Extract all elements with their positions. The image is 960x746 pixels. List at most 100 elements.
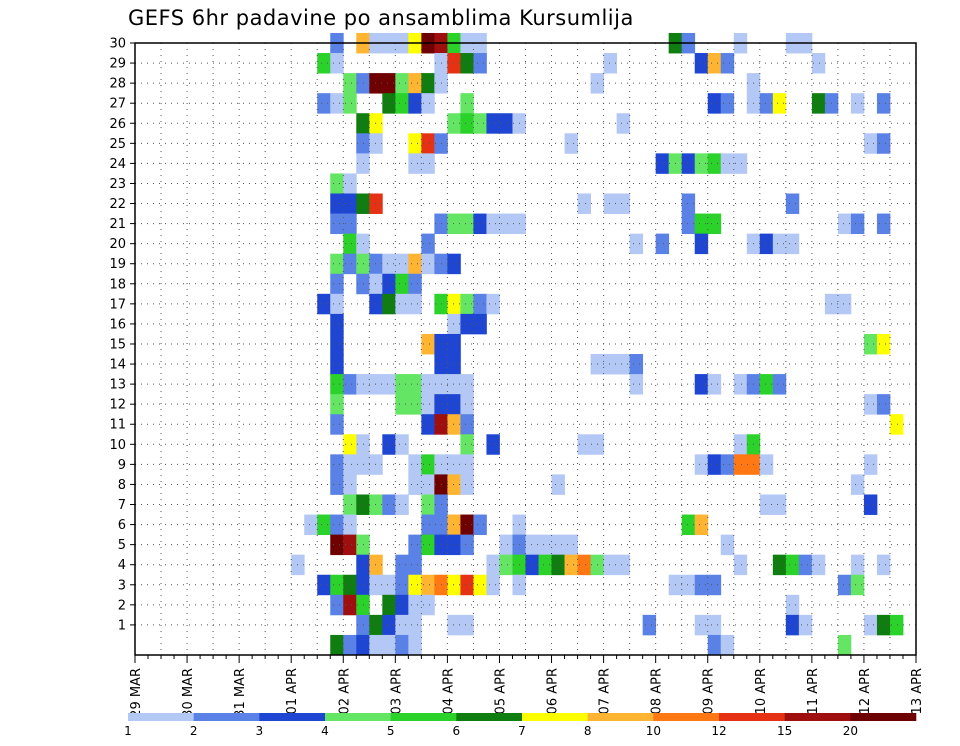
heatmap-cell bbox=[447, 394, 461, 415]
y-tick-label: 24 bbox=[109, 157, 126, 172]
heatmap-cell bbox=[317, 93, 331, 114]
heatmap-cell bbox=[681, 193, 696, 214]
heatmap-cell bbox=[499, 534, 513, 556]
heatmap-cell bbox=[525, 534, 539, 556]
heatmap-cell bbox=[330, 634, 344, 656]
heatmap-cell bbox=[564, 133, 578, 154]
heatmap-cell bbox=[837, 574, 852, 596]
heatmap-cell bbox=[395, 634, 409, 656]
heatmap-cell bbox=[369, 614, 383, 636]
heatmap-cell bbox=[408, 614, 422, 636]
heatmap-cell bbox=[330, 193, 344, 214]
heatmap-cell bbox=[863, 494, 878, 515]
heatmap-cell bbox=[785, 594, 800, 616]
heatmap-cell bbox=[486, 293, 500, 315]
heatmap-cell bbox=[785, 193, 800, 214]
heatmap-cell bbox=[447, 574, 461, 596]
heatmap-cell bbox=[330, 333, 344, 355]
heatmap-cell bbox=[382, 614, 396, 636]
legend-swatch bbox=[456, 713, 523, 721]
heatmap-cell bbox=[707, 53, 722, 74]
heatmap-cell bbox=[447, 414, 461, 435]
heatmap-cell bbox=[421, 93, 435, 114]
heatmap-cell bbox=[681, 574, 696, 596]
heatmap-cell bbox=[395, 93, 409, 114]
legend-label: 3 bbox=[256, 724, 264, 738]
heatmap-cell bbox=[369, 454, 383, 475]
y-tick-label: 23 bbox=[109, 177, 126, 192]
heatmap-cell bbox=[447, 313, 461, 335]
heatmap-cell bbox=[421, 574, 435, 596]
heatmap-cell bbox=[538, 534, 552, 556]
heatmap-cell bbox=[330, 594, 344, 616]
heatmap-cell bbox=[603, 354, 618, 375]
color-legend: 1 2 3 4 5 6 7 8 10 12 15 20 bbox=[124, 713, 917, 738]
heatmap-cell bbox=[447, 53, 461, 74]
heatmap-cell bbox=[395, 374, 409, 395]
heatmap-cell bbox=[772, 494, 787, 515]
heatmap-cell bbox=[330, 53, 344, 74]
legend-label: 6 bbox=[453, 724, 461, 738]
heatmap-cell bbox=[421, 534, 435, 556]
heatmap-cell bbox=[408, 153, 422, 174]
heatmap-cell bbox=[343, 514, 357, 536]
heatmap-cell bbox=[343, 474, 357, 495]
heatmap-cell bbox=[876, 133, 891, 154]
heatmap-cell bbox=[876, 394, 891, 415]
heatmap-cell bbox=[837, 634, 852, 656]
heatmap-cell bbox=[356, 113, 370, 134]
heatmap-cell bbox=[863, 133, 878, 154]
y-tick-label: 9 bbox=[118, 458, 126, 473]
heatmap-cell bbox=[343, 594, 357, 616]
heatmap-cell bbox=[395, 253, 409, 275]
heatmap-cell bbox=[629, 233, 644, 255]
heatmap-cell bbox=[876, 333, 891, 355]
heatmap-cell bbox=[343, 73, 357, 94]
heatmap-cell bbox=[785, 233, 800, 255]
heatmap-cell bbox=[707, 153, 722, 174]
y-tick-label: 29 bbox=[109, 57, 126, 72]
heatmap-cell bbox=[421, 133, 435, 154]
heatmap-cell bbox=[655, 153, 670, 174]
heatmap-cell bbox=[759, 374, 774, 395]
heatmap-cell bbox=[564, 534, 578, 556]
heatmap-cell bbox=[707, 614, 722, 636]
legend-swatch bbox=[325, 713, 391, 721]
x-tick-label: 10 APR bbox=[754, 668, 769, 714]
heatmap-cell bbox=[330, 354, 344, 375]
heatmap-cell bbox=[343, 253, 357, 275]
heatmap-cell bbox=[837, 213, 852, 235]
heatmap-cell bbox=[356, 494, 370, 515]
heatmap-cell bbox=[408, 93, 422, 114]
x-tick-label: 04 APR bbox=[441, 668, 456, 714]
heatmap-cell bbox=[785, 614, 800, 636]
heatmap-cell bbox=[343, 213, 357, 235]
heatmap-cell bbox=[694, 614, 709, 636]
heatmap-cell bbox=[694, 53, 709, 74]
heatmap-cell bbox=[395, 273, 409, 295]
heatmap-cell bbox=[460, 213, 474, 235]
heatmap-cell bbox=[460, 534, 474, 556]
heatmap-cell bbox=[772, 554, 787, 576]
heatmap-cell bbox=[681, 153, 696, 174]
heatmap-cell bbox=[343, 233, 357, 255]
heatmap-cell bbox=[681, 213, 696, 235]
heatmap-cell bbox=[330, 213, 344, 235]
y-tick-label: 17 bbox=[109, 297, 126, 312]
heatmap-cell bbox=[447, 474, 461, 495]
heatmap-cell bbox=[460, 93, 474, 114]
heatmap-cell bbox=[889, 414, 904, 435]
heatmap-cell bbox=[382, 434, 396, 455]
heatmap-cell bbox=[759, 93, 774, 114]
heatmap-cell bbox=[382, 73, 396, 94]
heatmap-cell bbox=[356, 534, 370, 556]
heatmap-cell bbox=[382, 93, 396, 114]
heatmap-cell bbox=[408, 634, 422, 656]
y-tick-label: 15 bbox=[109, 337, 126, 352]
heatmap-cell bbox=[356, 454, 370, 475]
heatmap-cell bbox=[850, 213, 865, 235]
heatmap-cell bbox=[811, 554, 826, 576]
heatmap-cell bbox=[486, 574, 500, 596]
heatmap-cell bbox=[850, 93, 865, 114]
